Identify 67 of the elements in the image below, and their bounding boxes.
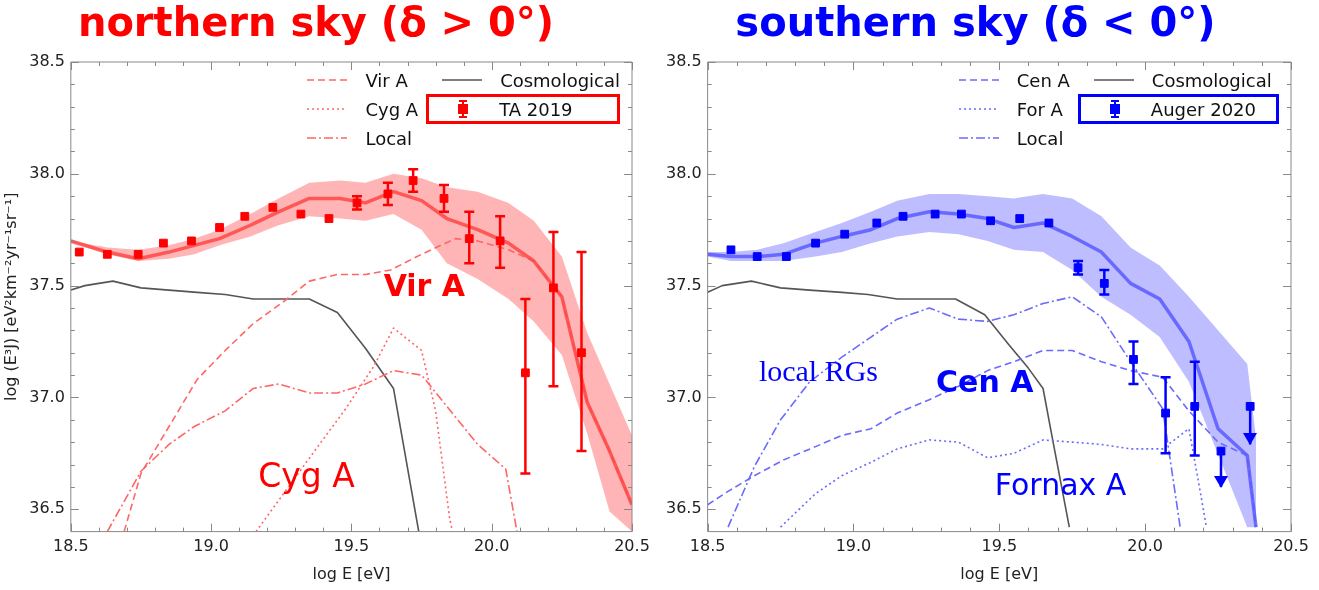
y-tick-label: 38.5 [666, 51, 702, 71]
x-tick-label: 19.0 [835, 536, 872, 556]
legend-label: Cosmological [500, 69, 620, 91]
y-tick-label: 37.0 [666, 386, 702, 406]
point [215, 223, 224, 232]
y-tick-label: 36.5 [666, 498, 702, 518]
point [268, 202, 278, 212]
y-axis-title: log (E³J) [eV²km⁻²yr⁻¹sr⁻¹] [0, 192, 20, 401]
point [74, 247, 84, 257]
x-axis-title: log E [eV] [312, 563, 391, 583]
point [1245, 401, 1255, 411]
x-axis-title: log E [eV] [960, 563, 1039, 583]
point [1044, 218, 1054, 228]
x-tick-label: 19.5 [333, 536, 370, 556]
y-tick-label: 38.0 [666, 162, 702, 182]
x-tick-label: 20.0 [1127, 536, 1163, 556]
point [726, 245, 736, 255]
chart-title: southern sky (δ < 0°) [735, 0, 1216, 46]
annotation: Cyg A [258, 455, 356, 495]
point [930, 209, 940, 219]
line-series [779, 427, 1208, 528]
point [133, 249, 143, 259]
x-tick-label: 20.5 [1273, 536, 1309, 556]
legend-label: Local [1016, 127, 1064, 149]
point [811, 238, 820, 248]
point [240, 211, 250, 221]
point [439, 194, 449, 203]
point [187, 236, 196, 246]
y-tick-label: 38.0 [29, 162, 65, 182]
legend-label: Local [365, 127, 413, 149]
x-tick-label: 18.5 [689, 536, 726, 556]
point [1015, 214, 1025, 223]
legend-label: Cen A [1016, 69, 1070, 91]
point [872, 218, 882, 228]
point [840, 229, 850, 239]
point [957, 209, 966, 219]
legend-label: Vir A [365, 69, 408, 91]
y-tick-label: 37.0 [29, 386, 65, 406]
point [986, 216, 995, 226]
x-tick-label: 19.5 [981, 536, 1018, 556]
chart-title: northern sky (δ > 0°) [77, 0, 555, 46]
point [324, 214, 334, 223]
legend-label: Cosmological [1151, 69, 1272, 91]
x-tick-label: 18.5 [53, 536, 89, 556]
y-tick-label: 37.5 [666, 274, 702, 294]
x-tick-label: 19.0 [193, 536, 229, 556]
legend-label: TA 2019 [499, 98, 573, 120]
point [1216, 446, 1226, 456]
point [102, 249, 112, 259]
point [898, 211, 908, 221]
point [781, 252, 791, 261]
x-tick-label: 20.0 [473, 536, 510, 556]
y-tick-label: 37.5 [29, 274, 65, 294]
highlight-frame: Auger 2020 [1077, 94, 1279, 124]
point [752, 252, 762, 261]
y-tick-label: 38.5 [29, 51, 65, 71]
legend-label: Auger 2020 [1150, 98, 1256, 120]
legend-label: For A [1016, 98, 1063, 120]
legend-label: Cyg A [365, 98, 419, 120]
annotation: Vir A [383, 267, 466, 303]
point [296, 209, 306, 219]
annotation: Cen A [936, 363, 1035, 399]
annotation: local RGs [758, 353, 879, 387]
highlight-frame: TA 2019 [426, 94, 620, 124]
x-tick-label: 20.5 [614, 536, 650, 556]
point [159, 238, 168, 248]
y-tick-label: 36.5 [29, 498, 65, 518]
